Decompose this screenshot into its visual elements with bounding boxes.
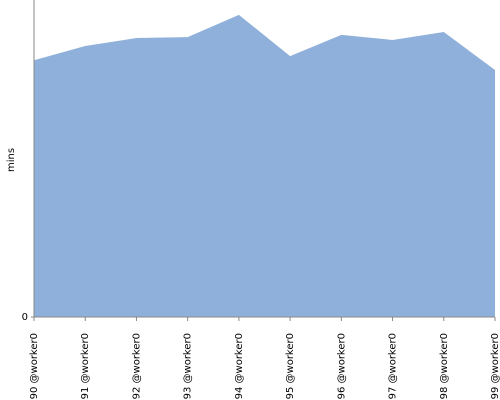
x-tick-label: #193 @worker0	[183, 333, 194, 400]
x-tick-label: #195 @worker0	[285, 333, 296, 400]
x-tick-label: #191 @worker0	[80, 333, 91, 400]
x-tick-label: #196 @worker0	[336, 333, 347, 400]
x-tick-label: #192 @worker0	[131, 333, 142, 400]
y-axis-label: mins	[6, 148, 17, 172]
area	[34, 14, 495, 318]
x-tick-label: #197 @worker0	[388, 333, 399, 400]
x-tick-label: #190 @worker0	[29, 333, 40, 400]
x-tick-label: #199 @worker0	[490, 333, 500, 400]
y-tick-label: 0	[22, 312, 28, 323]
x-tick-label: #194 @worker0	[234, 333, 245, 400]
x-tick-label: #198 @worker0	[439, 333, 450, 400]
